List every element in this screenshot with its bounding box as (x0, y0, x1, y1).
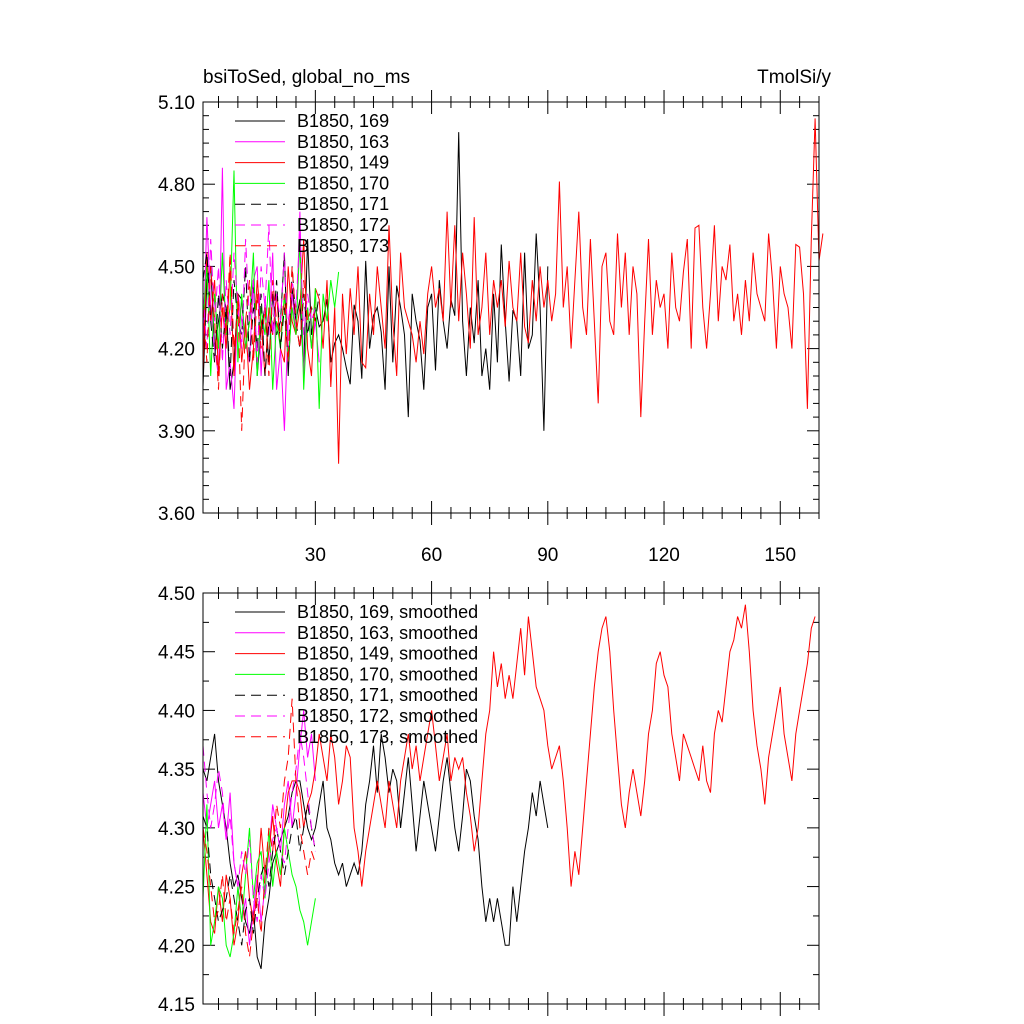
ytick-label: 4.35 (158, 760, 195, 781)
top-title-right: TmolSi/y (757, 67, 831, 88)
legend-label: B1850, 171 (297, 194, 389, 214)
ytick-label: 4.45 (158, 643, 195, 664)
series-line-1 (202, 710, 316, 946)
legend-label: B1850, 163 (297, 132, 389, 152)
bottom-panel: 4.15 4.20 4.25 4.30 4.35 4.40 4.45 4.50 B1850, … (158, 581, 820, 1016)
ytick-label: 4.15 (158, 995, 195, 1016)
top-panel: bsiToSed, global_no_ms TmolSi/y 3.60 3.90… (158, 67, 831, 566)
top-plot-frame (202, 101, 820, 514)
ytick-label: 4.40 (158, 701, 195, 722)
series-line-3 (202, 804, 316, 958)
series-line-1 (202, 167, 320, 431)
legend-label: B1850, 173, smoothed (297, 727, 478, 747)
legend-label: B1850, 163, smoothed (297, 623, 478, 643)
ytick-label: 4.50 (158, 257, 195, 278)
legend-label: B1850, 172, smoothed (297, 706, 478, 726)
bottom-plot-frame (202, 592, 820, 1005)
series-line-6 (202, 698, 316, 958)
series-line-6 (202, 252, 316, 431)
ytick-label: 4.30 (158, 819, 195, 840)
ytick-label: 4.80 (158, 175, 195, 196)
ytick-label: 4.25 (158, 878, 195, 899)
legend-label: B1850, 149 (297, 153, 389, 173)
xtick-label: 90 (537, 545, 558, 566)
ytick-label: 4.20 (158, 340, 195, 361)
xtick-label: 120 (648, 545, 680, 566)
top-series-lines (202, 118, 824, 464)
series-line-0 (202, 733, 549, 969)
legend-label: B1850, 172 (297, 215, 389, 235)
legend-label: B1850, 169, smoothed (297, 602, 478, 622)
series-line-4 (202, 804, 316, 946)
ytick-label: 3.60 (158, 504, 195, 525)
xtick-label: 30 (305, 545, 326, 566)
xtick-label: 150 (764, 545, 796, 566)
ytick-label: 5.10 (158, 93, 195, 114)
ytick-label: 3.90 (158, 422, 195, 443)
top-ticks: 3.60 3.90 4.20 4.50 4.80 5.10 30 60 90 120 150 (158, 90, 820, 566)
legend-label: B1850, 169 (297, 111, 389, 131)
legend-label: B1850, 171, smoothed (297, 685, 478, 705)
ytick-label: 4.50 (158, 584, 195, 605)
series-line-3 (202, 170, 340, 409)
legend-label: B1850, 170 (297, 173, 389, 193)
bottom-ticks: 4.15 4.20 4.25 4.30 4.35 4.40 4.45 4.50 (158, 581, 820, 1016)
legend-label: B1850, 149, smoothed (297, 644, 478, 664)
ytick-label: 4.20 (158, 936, 195, 957)
bottom-series-lines (202, 604, 816, 969)
series-line-5 (202, 733, 316, 922)
xtick-label: 60 (421, 545, 442, 566)
series-line-2 (202, 604, 816, 946)
series-line-4 (202, 252, 320, 377)
top-title-left: bsiToSed, global_no_ms (203, 67, 410, 88)
legend-label: B1850, 170, smoothed (297, 664, 478, 684)
legend-label: B1850, 173 (297, 236, 389, 256)
